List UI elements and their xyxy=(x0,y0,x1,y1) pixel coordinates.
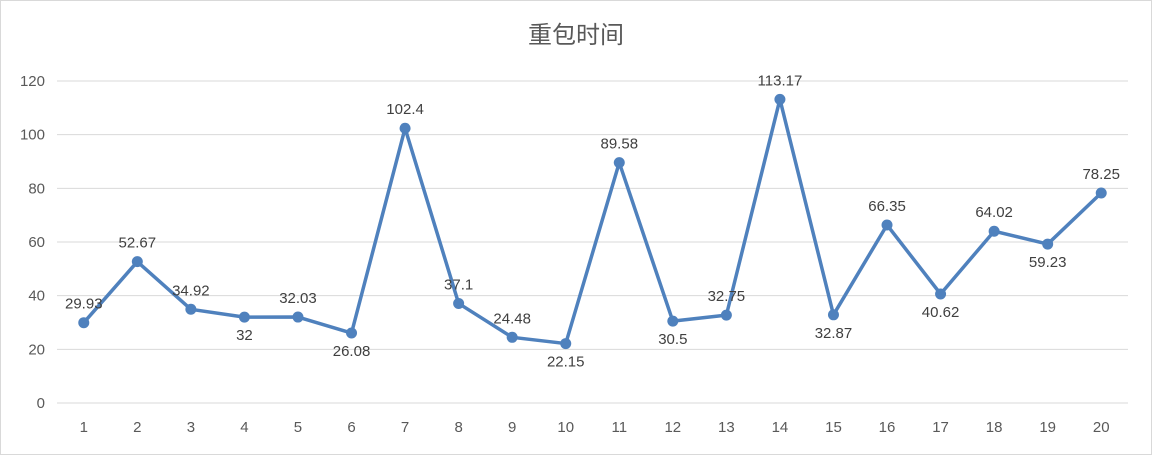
data-point xyxy=(346,327,358,339)
data-point xyxy=(667,315,679,327)
x-tick-label: 18 xyxy=(986,419,1003,436)
y-tick-label: 80 xyxy=(28,180,45,197)
x-tick-label: 15 xyxy=(825,419,842,436)
data-point xyxy=(720,309,732,321)
data-label: 59.23 xyxy=(1029,254,1067,271)
x-tick-label: 6 xyxy=(347,419,355,436)
data-label: 24.48 xyxy=(493,310,531,327)
data-point xyxy=(774,93,786,105)
data-point xyxy=(238,311,250,323)
data-label: 66.35 xyxy=(868,198,906,215)
x-tick-label: 16 xyxy=(879,419,896,436)
x-tick-label: 4 xyxy=(240,419,248,436)
data-label: 89.58 xyxy=(601,136,639,153)
x-tick-label: 3 xyxy=(187,419,195,436)
x-tick-label: 11 xyxy=(611,419,627,436)
data-label: 32.87 xyxy=(815,325,853,342)
x-tick-label: 17 xyxy=(932,419,949,436)
x-tick-label: 1 xyxy=(80,419,88,436)
x-tick-label: 9 xyxy=(508,419,516,436)
data-label: 113.17 xyxy=(758,72,803,89)
data-label: 40.62 xyxy=(922,304,960,321)
x-tick-label: 19 xyxy=(1039,419,1056,436)
data-point xyxy=(1042,238,1054,250)
data-point xyxy=(131,256,143,268)
data-label: 22.15 xyxy=(547,354,585,371)
data-label: 64.02 xyxy=(975,204,1013,221)
data-point xyxy=(1095,187,1107,199)
data-label: 26.08 xyxy=(333,343,371,360)
x-tick-label: 8 xyxy=(454,419,462,436)
data-point xyxy=(613,157,625,169)
data-label: 32 xyxy=(236,327,253,344)
gridlines xyxy=(57,80,1128,404)
data-point xyxy=(506,331,518,343)
data-point xyxy=(827,309,839,321)
series-line xyxy=(82,97,1103,346)
y-tick-label: 60 xyxy=(28,234,45,251)
data-label: 34.92 xyxy=(172,282,210,299)
data-points xyxy=(78,93,1107,350)
x-axis-ticks: 1 2 3 4 5 6 7 8 9 10 11 12 13 14 15 16 17 18 19 20 xyxy=(80,419,1110,436)
y-tick-label: 120 xyxy=(20,73,45,90)
data-point xyxy=(185,303,197,315)
y-tick-label: 20 xyxy=(28,341,45,358)
chart-title: 重包时间 xyxy=(528,21,624,49)
x-tick-label: 20 xyxy=(1093,419,1110,436)
data-labels: 29.93 52.67 34.92 32 32.03 26.08 102.4 37.1 24.4… xyxy=(65,72,1120,370)
data-point xyxy=(292,311,304,323)
data-label: 29.93 xyxy=(65,296,103,313)
data-point xyxy=(78,317,90,329)
y-axis-ticks: 0 20 40 60 80 100 120 xyxy=(20,73,45,412)
data-label: 30.5 xyxy=(658,331,687,348)
x-tick-label: 10 xyxy=(557,419,574,436)
data-point xyxy=(881,219,893,231)
data-point xyxy=(935,288,947,300)
x-tick-label: 13 xyxy=(718,419,735,436)
y-tick-label: 40 xyxy=(28,288,45,305)
data-point xyxy=(560,338,572,350)
data-label: 78.25 xyxy=(1082,166,1120,183)
data-point xyxy=(399,122,411,134)
x-tick-label: 5 xyxy=(294,419,302,436)
x-tick-label: 14 xyxy=(772,419,789,436)
data-label: 32.75 xyxy=(708,288,746,305)
x-tick-label: 2 xyxy=(133,419,141,436)
data-point xyxy=(453,297,465,309)
x-tick-label: 12 xyxy=(664,419,681,436)
data-label: 37.1 xyxy=(444,276,473,293)
data-label: 52.67 xyxy=(119,235,157,252)
y-tick-label: 0 xyxy=(37,395,45,412)
data-point xyxy=(988,225,1000,237)
y-tick-label: 100 xyxy=(20,127,45,144)
data-label: 32.03 xyxy=(279,290,317,307)
data-label: 102.4 xyxy=(386,101,424,118)
x-tick-label: 7 xyxy=(401,419,409,436)
